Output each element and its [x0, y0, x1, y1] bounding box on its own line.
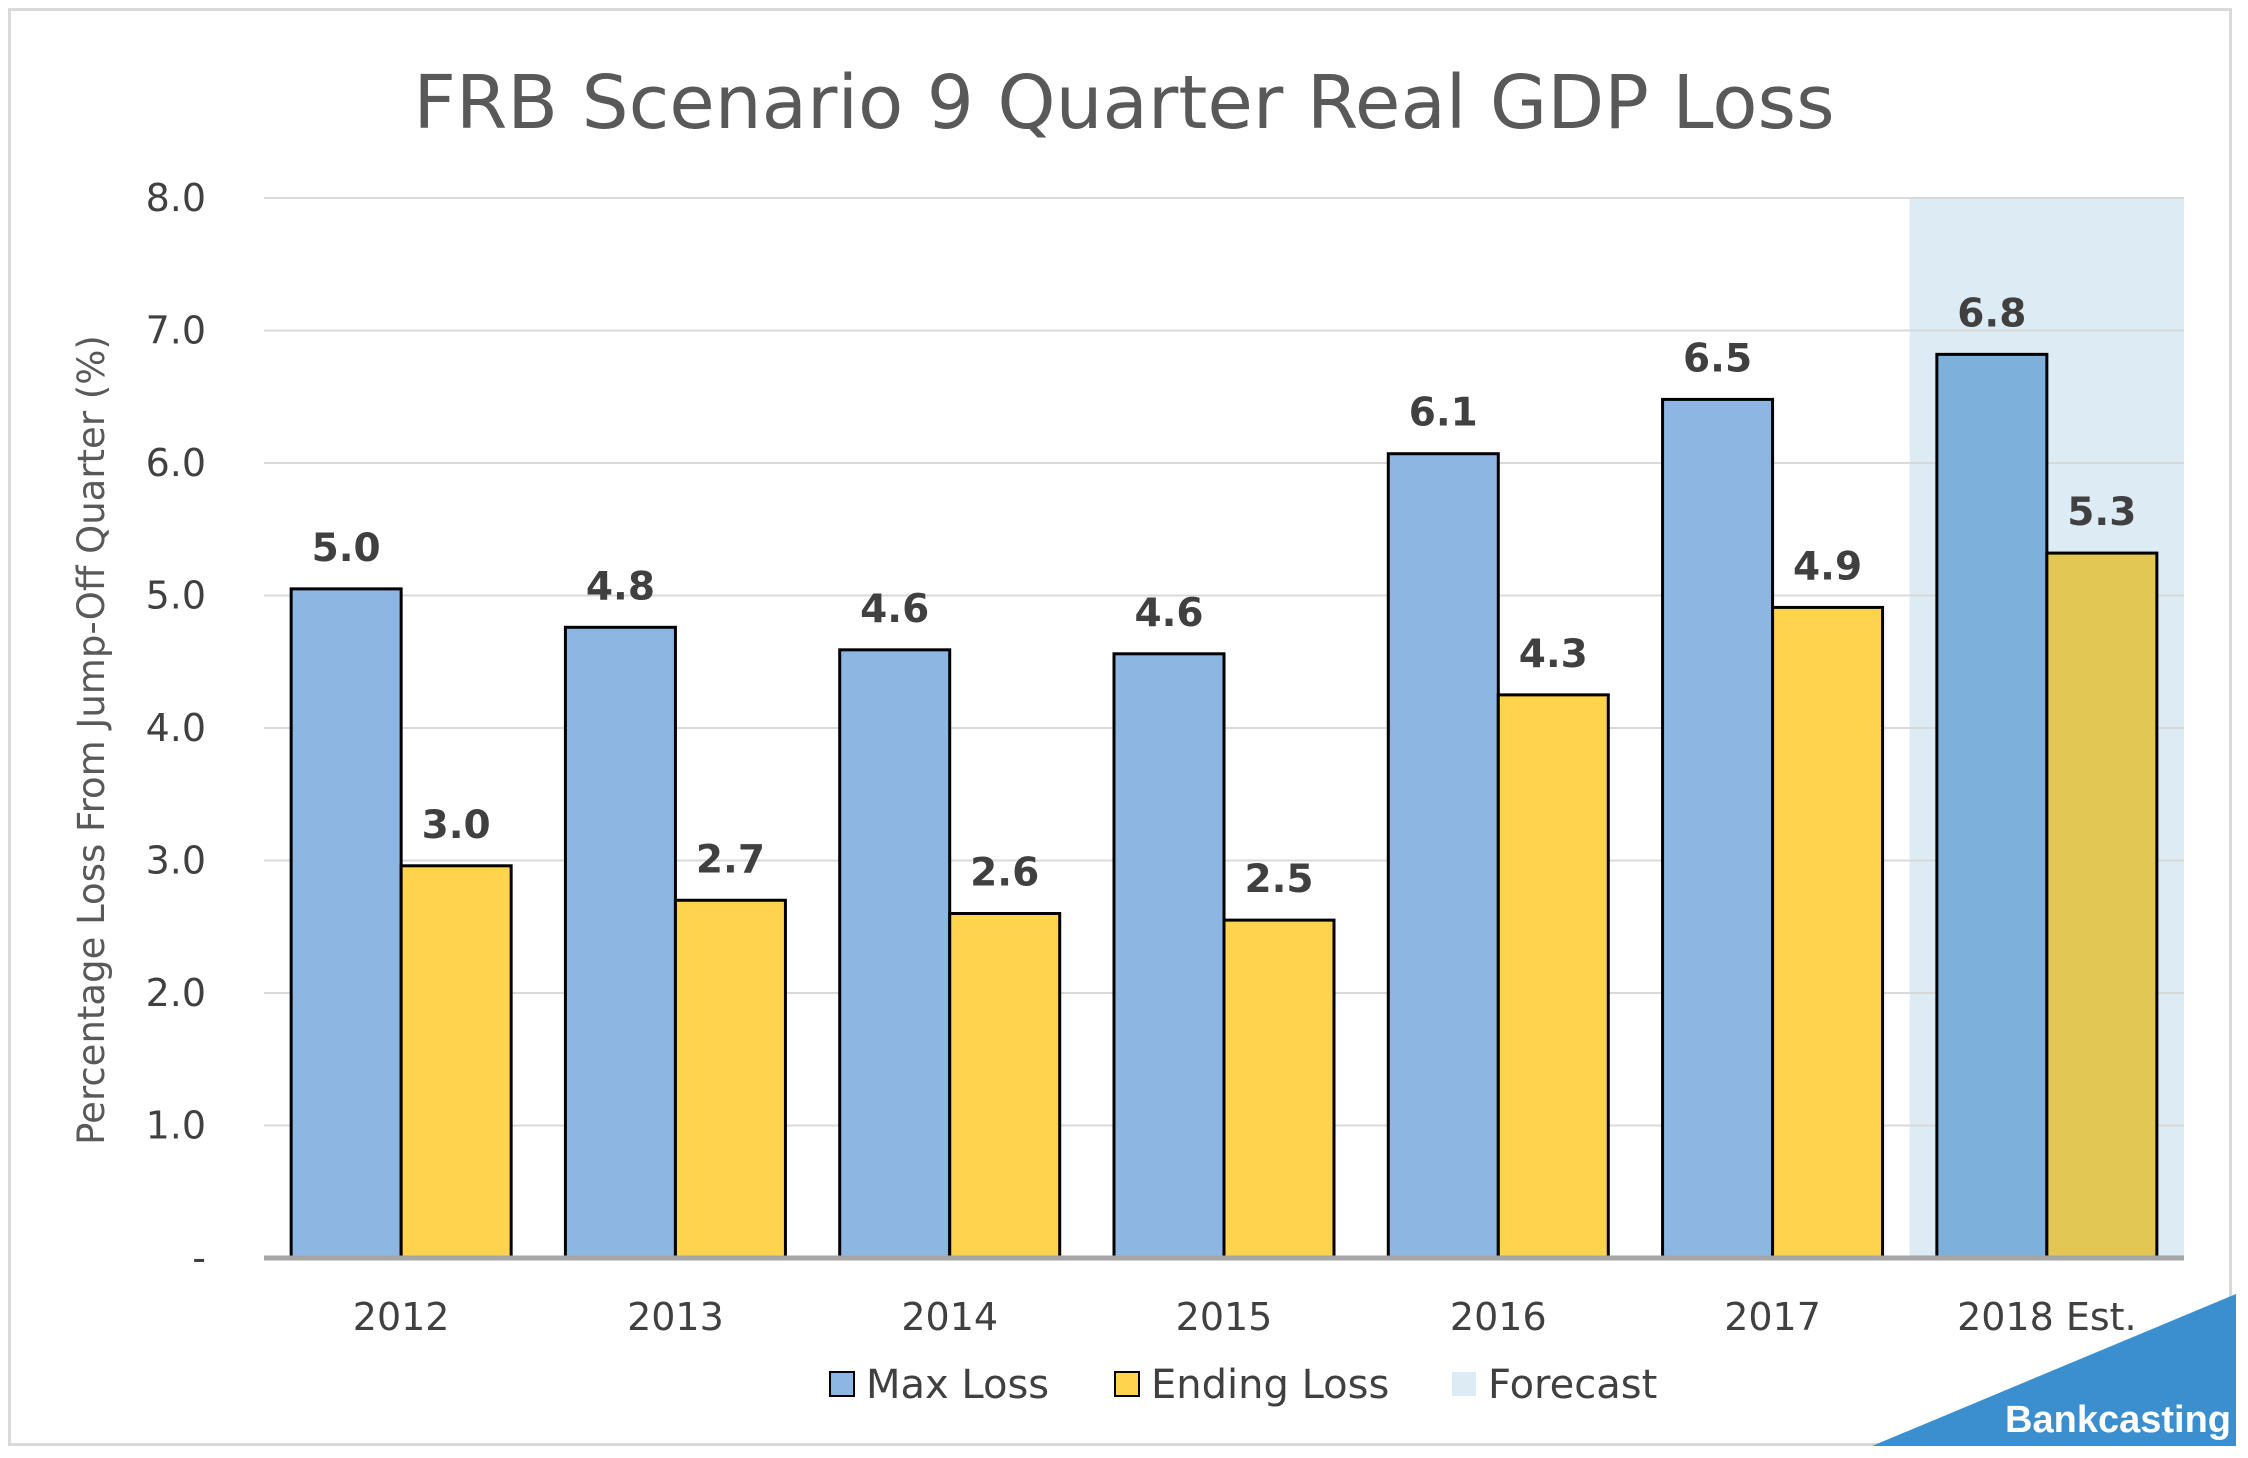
- y-axis-ticks: - 1.0 2.0 3.0 4.0 5.0 6.0 7.0 8.0: [146, 176, 206, 1280]
- y-tick-label: 1.0: [146, 1104, 206, 1148]
- bar-ending-loss: [673, 898, 787, 1260]
- data-label: 2.7: [696, 837, 765, 882]
- x-tick-label: 2015: [1176, 1295, 1273, 1339]
- legend-label: Max Loss: [866, 1362, 1049, 1408]
- brand-label: Bankcasting: [2005, 1399, 2231, 1441]
- data-label: 6.8: [1957, 291, 2026, 336]
- x-tick-label: 2017: [1724, 1295, 1821, 1339]
- bar-ending-loss: [399, 864, 513, 1260]
- data-label: 6.5: [1683, 336, 1752, 381]
- bar-ending-loss: [1222, 918, 1336, 1260]
- data-label: 4.9: [1793, 544, 1862, 589]
- data-label: 4.6: [860, 587, 929, 632]
- x-tick-label: 2014: [901, 1295, 998, 1339]
- legend-label: Forecast: [1488, 1362, 1657, 1408]
- data-label: 4.3: [1519, 632, 1588, 677]
- bankcasting-logo: Bankcasting: [1872, 1294, 2236, 1446]
- legend: Max Loss Ending Loss Forecast: [829, 1362, 1657, 1408]
- bar-max-loss: [1661, 397, 1775, 1260]
- x-tick-label: 2012: [353, 1295, 450, 1339]
- data-label: 2.6: [970, 851, 1039, 896]
- x-tick-label: 2016: [1450, 1295, 1547, 1339]
- bar-ending-loss: [948, 912, 1062, 1260]
- bar-max-loss: [1112, 652, 1226, 1260]
- chart-title: FRB Scenario 9 Quarter Real GDP Loss: [413, 60, 1834, 146]
- data-label: 2.5: [1244, 857, 1313, 902]
- bar-max-loss: [838, 648, 952, 1260]
- data-label: 4.8: [586, 564, 655, 609]
- x-tick-label: 2013: [627, 1295, 724, 1339]
- y-tick-label: 6.0: [146, 441, 206, 485]
- data-label: 6.1: [1409, 391, 1478, 436]
- bar-max-loss: [289, 587, 403, 1260]
- y-tick-label: -: [192, 1236, 206, 1280]
- data-label: 5.0: [312, 526, 381, 571]
- y-tick-label: 2.0: [146, 971, 206, 1015]
- y-tick-label: 5.0: [146, 574, 206, 618]
- y-axis-label: Percentage Loss From Jump-Off Quarter (%…: [70, 335, 113, 1145]
- y-tick-label: 4.0: [146, 706, 206, 750]
- legend-swatch: [1114, 1371, 1140, 1397]
- bars: [289, 352, 2159, 1260]
- data-label: 5.3: [2067, 490, 2136, 535]
- x-tick-label: 2018 Est.: [1957, 1295, 2137, 1339]
- legend-swatch: [1452, 1372, 1476, 1396]
- brand-triangle: [1872, 1294, 2236, 1446]
- bar-ending-loss: [1771, 605, 1885, 1260]
- data-labels: 5.0 4.8 4.6 4.6 6.1 6.5 6.8 3.0 2.7 2.6 2.5 4.3 4.9 5…: [312, 291, 2137, 902]
- y-tick-label: 3.0: [146, 839, 206, 883]
- legend-swatch: [829, 1371, 855, 1397]
- data-label: 3.0: [422, 803, 491, 848]
- bar-max-loss: [563, 625, 677, 1260]
- bar-ending-loss: [2045, 551, 2159, 1260]
- legend-label: Ending Loss: [1151, 1362, 1389, 1408]
- bar-max-loss: [1386, 452, 1500, 1260]
- bar-max-loss: [1935, 352, 2049, 1260]
- data-label: 4.6: [1134, 591, 1203, 636]
- y-tick-label: 8.0: [146, 176, 206, 220]
- x-axis-ticks: 2012 2013 2014 2015 2016 2017 2018 Est.: [353, 1295, 2137, 1339]
- y-tick-label: 7.0: [146, 309, 206, 353]
- bar-ending-loss: [1496, 693, 1610, 1260]
